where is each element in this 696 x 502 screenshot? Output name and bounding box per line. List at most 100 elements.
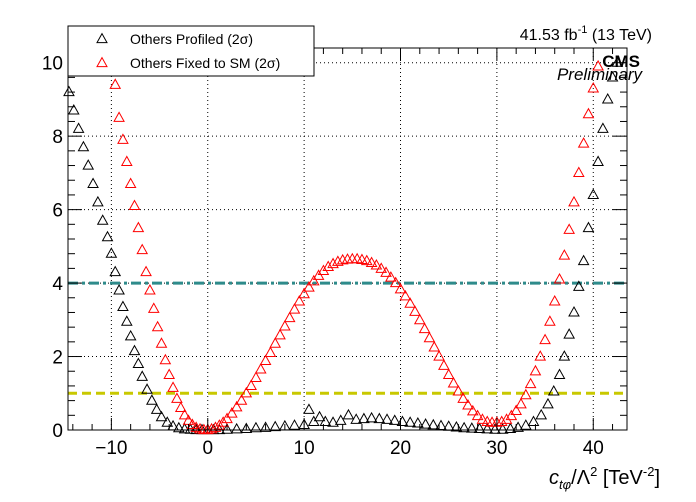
data-point [136,370,149,381]
axes: −10 0 10 20 30 40 0 2 4 6 8 10 [42,47,627,459]
series-0 [63,56,624,435]
data-point [147,302,160,313]
data-point [358,412,370,424]
data-point [167,381,179,392]
data-points [63,56,624,435]
data-point [385,271,397,282]
plot-frame [67,47,628,431]
y-tick-label: 0 [52,421,63,442]
data-point [174,401,187,413]
data-point [303,281,315,292]
data-point [117,133,129,144]
data-point [582,107,595,119]
data-point [194,422,206,434]
data-point [250,371,262,382]
data-point [582,221,595,233]
data-point [606,70,619,82]
data-point [473,422,486,433]
data-point [489,423,501,434]
data-point [568,195,580,207]
data-point [113,283,125,295]
data-point [413,313,426,325]
data-point [462,398,474,410]
data-point [404,297,416,308]
data-point [288,303,301,314]
data-point [87,177,99,189]
data-point [592,155,604,166]
data-point [419,418,432,429]
data-point [553,272,566,284]
data-point [527,415,540,427]
data-point [457,392,470,403]
y-tick-label: 8 [52,127,63,148]
data-point [322,260,335,272]
data-point [396,415,409,427]
data-point [332,255,344,266]
data-point [563,223,576,234]
data-point [529,364,542,376]
data-point [190,423,203,435]
data-point [404,416,416,427]
data-point [124,177,137,189]
legend-marker [96,56,108,68]
x-tick-label: 30 [486,438,507,459]
data-point [128,344,141,356]
data-point [380,266,392,277]
data-point [254,362,267,374]
data-point [269,420,282,432]
data-point [155,337,168,348]
data-point [547,385,560,396]
data-point [96,214,109,225]
reference-lines [68,281,627,395]
data-point [471,409,484,421]
luminosity-label: 41.53 fb-1 (13 TeV) [520,24,652,44]
data-point [512,421,524,432]
data-point [92,195,104,207]
data-point [279,319,291,331]
legend-entry: Others Profiled (2σ) [130,31,253,47]
data-point [544,315,556,326]
data-point [334,414,347,425]
data-point [120,155,133,166]
data-point [505,409,518,421]
data-point [515,397,527,409]
data-point [230,422,243,434]
data-point [146,394,158,405]
data-point [132,357,145,368]
data-point [601,92,614,104]
data-point [466,404,479,416]
data-point [240,386,253,398]
data-point [213,419,226,430]
data-point [298,287,310,299]
data-point [132,221,145,233]
data-point [409,305,421,316]
data-point [553,368,566,380]
data-point [558,249,571,260]
data-point [577,254,590,266]
data-point [370,259,383,270]
legend-box [67,25,315,77]
data-point [336,253,349,265]
data-point [496,423,509,434]
data-point [82,159,95,170]
data-point [293,295,306,306]
data-point [221,412,233,424]
data-point [117,300,129,312]
data-point [373,412,386,424]
data-point [235,394,248,405]
data-point [572,280,585,291]
y-tick-label: 10 [42,54,63,75]
x-tick-label: 40 [583,438,604,459]
data-point [539,333,551,345]
data-point [150,403,163,414]
data-point [63,85,75,97]
data-point [283,311,296,323]
data-point [427,418,440,430]
data-point [452,385,465,396]
data-point [534,350,547,361]
x-tick-label: 0 [202,438,213,459]
data-point [240,422,253,433]
data-point [524,377,537,389]
data-point [250,421,262,433]
